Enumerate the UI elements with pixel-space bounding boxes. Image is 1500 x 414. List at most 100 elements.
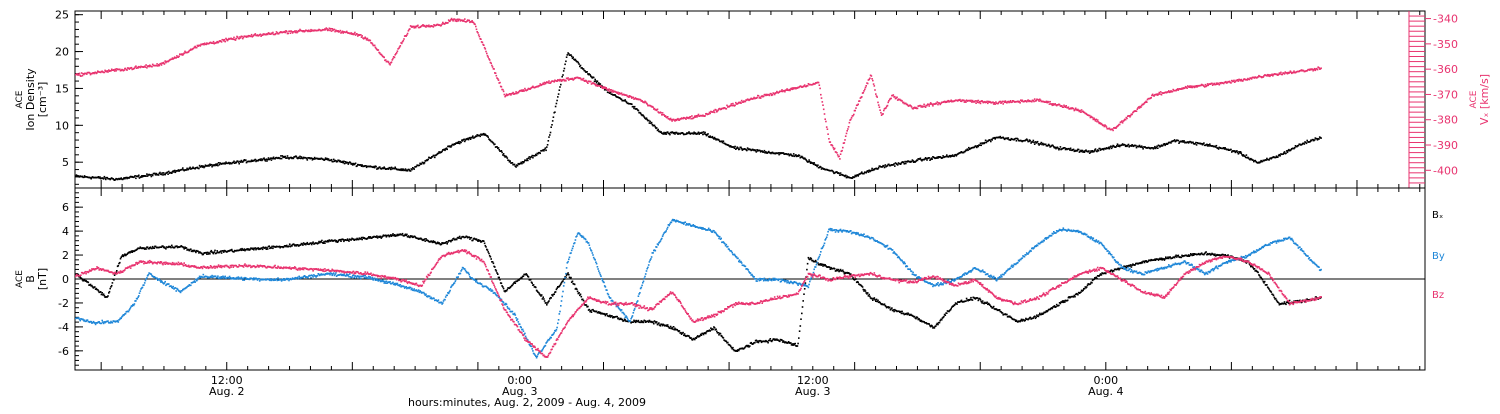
- data-point-velocity: [1140, 106, 1142, 108]
- data-point-density: [501, 152, 503, 154]
- data-point-density: [1060, 146, 1062, 148]
- data-point-density: [306, 158, 308, 160]
- data-point-velocity: [937, 101, 939, 103]
- data-point-series0: [494, 266, 496, 268]
- data-point-velocity: [845, 135, 847, 137]
- data-point-series0: [100, 291, 102, 293]
- data-point-density: [105, 179, 107, 181]
- data-point-density: [555, 106, 557, 108]
- data-point-density: [350, 162, 352, 164]
- data-point-density: [634, 106, 636, 108]
- data-point-series0: [118, 265, 120, 267]
- data-point-velocity: [131, 67, 133, 69]
- data-point-velocity: [691, 115, 693, 117]
- data-point-series0: [749, 345, 751, 347]
- data-point-series0: [871, 298, 873, 300]
- data-point-density: [904, 163, 906, 165]
- data-point-series0: [811, 258, 813, 260]
- data-point-density: [479, 136, 481, 138]
- data-point-density: [438, 153, 440, 155]
- data-point-series0: [718, 334, 720, 336]
- y-tick-label: 6: [62, 201, 69, 214]
- data-point-velocity: [515, 93, 517, 95]
- data-point-density: [529, 158, 531, 160]
- data-point-series0: [804, 288, 806, 290]
- data-point-velocity: [489, 59, 491, 61]
- data-point-velocity: [447, 22, 449, 24]
- data-point-density: [146, 173, 148, 175]
- data-point-velocity: [894, 96, 896, 98]
- data-point-density: [566, 56, 568, 58]
- data-point-velocity: [844, 139, 846, 141]
- data-point-velocity: [353, 33, 355, 35]
- data-point-series0: [581, 296, 583, 298]
- data-point-density: [894, 165, 896, 167]
- data-point-series0: [122, 254, 124, 256]
- data-point-velocity: [1074, 109, 1076, 111]
- data-point-velocity: [726, 108, 728, 110]
- data-point-density: [1073, 149, 1075, 151]
- data-point-series0: [552, 295, 554, 297]
- data-point-velocity: [115, 70, 117, 72]
- data-point-velocity: [923, 104, 925, 106]
- data-point-velocity: [383, 57, 385, 59]
- data-point-series0: [361, 237, 363, 239]
- data-point-density: [570, 54, 572, 56]
- data-point-velocity: [923, 106, 925, 108]
- data-point-density: [1209, 143, 1211, 145]
- data-point-density: [134, 175, 136, 177]
- data-point-velocity: [272, 32, 274, 34]
- data-point-velocity: [504, 94, 506, 96]
- data-point-velocity: [96, 72, 98, 74]
- data-point-density: [1090, 152, 1092, 154]
- data-point-series0: [101, 292, 103, 294]
- data-point-series0: [855, 278, 857, 280]
- data-point-velocity: [1095, 120, 1097, 122]
- data-point-series0: [310, 242, 312, 244]
- data-point-density: [161, 172, 163, 174]
- data-point-density: [83, 177, 85, 179]
- data-point-density: [674, 133, 676, 135]
- data-point-velocity: [854, 110, 856, 112]
- data-point-series0: [843, 271, 845, 273]
- data-point-velocity: [869, 78, 871, 80]
- data-point-velocity: [827, 133, 829, 135]
- data-point-velocity: [1000, 101, 1002, 103]
- data-point-velocity: [872, 80, 874, 82]
- data-point-series0: [802, 300, 804, 302]
- data-point-velocity: [851, 117, 853, 119]
- data-point-series0: [815, 260, 817, 262]
- data-point-velocity: [1146, 101, 1148, 103]
- data-point-density: [441, 151, 443, 153]
- data-point-series0: [669, 327, 671, 329]
- data-point-velocity: [114, 70, 116, 72]
- data-point-velocity: [994, 103, 996, 105]
- data-point-density: [942, 157, 944, 159]
- data-point-velocity: [708, 113, 710, 115]
- data-point-velocity: [1211, 83, 1213, 85]
- data-point-density: [545, 147, 547, 149]
- data-point-velocity: [1230, 82, 1232, 84]
- data-point-density: [839, 174, 841, 176]
- data-point-series0: [530, 279, 532, 281]
- data-point-density: [216, 163, 218, 165]
- data-point-velocity: [928, 104, 930, 106]
- data-point-series0: [392, 233, 394, 235]
- data-point-series0: [738, 350, 740, 352]
- data-point-velocity: [553, 81, 555, 83]
- data-point-velocity: [820, 94, 822, 96]
- data-point-velocity: [1131, 114, 1133, 116]
- data-point-density: [186, 169, 188, 171]
- data-point-velocity: [1317, 69, 1319, 71]
- data-point-density: [238, 161, 240, 163]
- data-point-density: [267, 159, 269, 161]
- data-point-density: [271, 159, 273, 161]
- data-point-density: [218, 162, 220, 164]
- data-point-velocity: [1097, 119, 1099, 121]
- data-point-velocity: [1172, 91, 1174, 93]
- data-point-series0: [865, 290, 867, 292]
- data-point-density: [182, 167, 184, 169]
- data-point-density: [549, 134, 551, 136]
- data-point-density: [1208, 145, 1210, 147]
